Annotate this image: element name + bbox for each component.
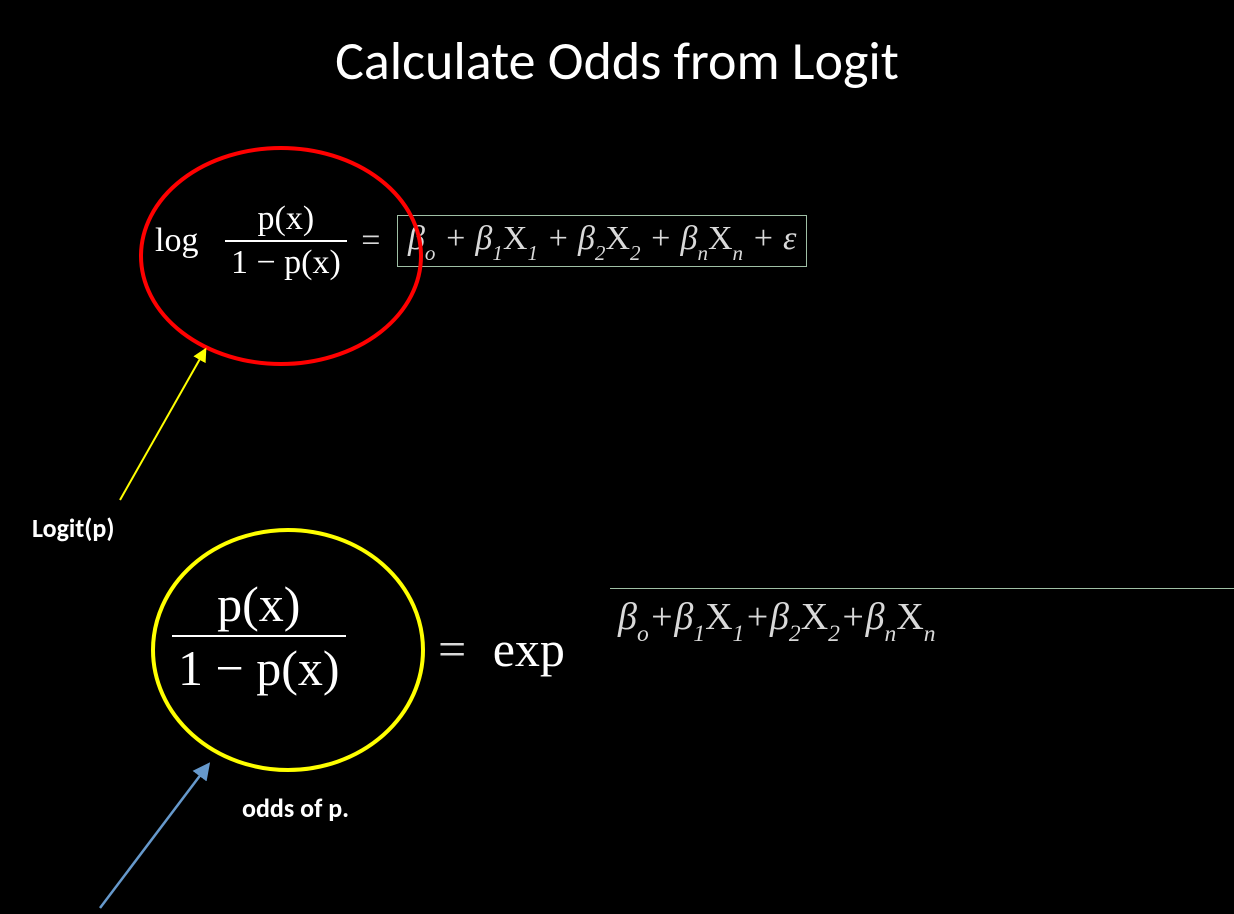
beta2x2: β2X2 — [578, 220, 641, 257]
rhs-box-2: βo+β1X1+β2X2+βnXn — [610, 588, 1234, 651]
slide-title: Calculate Odds from Logit — [0, 28, 1234, 94]
equals-1: = — [361, 222, 380, 259]
frac-den-1: 1 − p(x) — [225, 240, 347, 282]
odds-label: odds of p. — [242, 792, 349, 824]
beta1x1: β1X1 — [475, 220, 538, 257]
blue-arrow — [100, 765, 208, 908]
rhs-box-1: βo + β1X1 + β2X2 + βnXn + ε — [397, 215, 807, 268]
e-beta1x1: β1X1 — [674, 596, 744, 638]
equation-2-rhs: = exp — [438, 620, 565, 678]
frac-num-2: p(x) — [172, 575, 346, 635]
e-betanxn: βnXn — [866, 596, 936, 638]
equation-2-lhs: p(x) 1 − p(x) — [172, 575, 346, 697]
frac-num-1: p(x) — [225, 200, 347, 240]
odds-fraction: p(x) 1 − p(x) — [172, 575, 346, 697]
equation-2-exponent: βo+β1X1+β2X2+βnXn — [610, 588, 1234, 651]
equation-1: log p(x) 1 − p(x) = βo + β1X1 + β2X2 + β… — [155, 200, 807, 282]
exp-text: exp — [493, 621, 565, 677]
slide: Calculate Odds from Logit log p(x) 1 − p… — [0, 0, 1234, 914]
annotation-overlay — [0, 0, 1234, 914]
logit-label: Logit(p) — [32, 512, 114, 544]
logit-fraction: p(x) 1 − p(x) — [225, 200, 347, 282]
beta0: βo — [408, 220, 435, 257]
betanxn: βnXn — [681, 220, 744, 257]
e-beta2x2: β2X2 — [770, 596, 840, 638]
yellow-arrow — [120, 350, 205, 500]
log-text: log — [155, 222, 198, 259]
equals-2: = — [438, 621, 466, 677]
e-beta0: βo — [618, 596, 649, 638]
epsilon: ε — [783, 220, 796, 257]
frac-den-2: 1 − p(x) — [172, 635, 346, 697]
